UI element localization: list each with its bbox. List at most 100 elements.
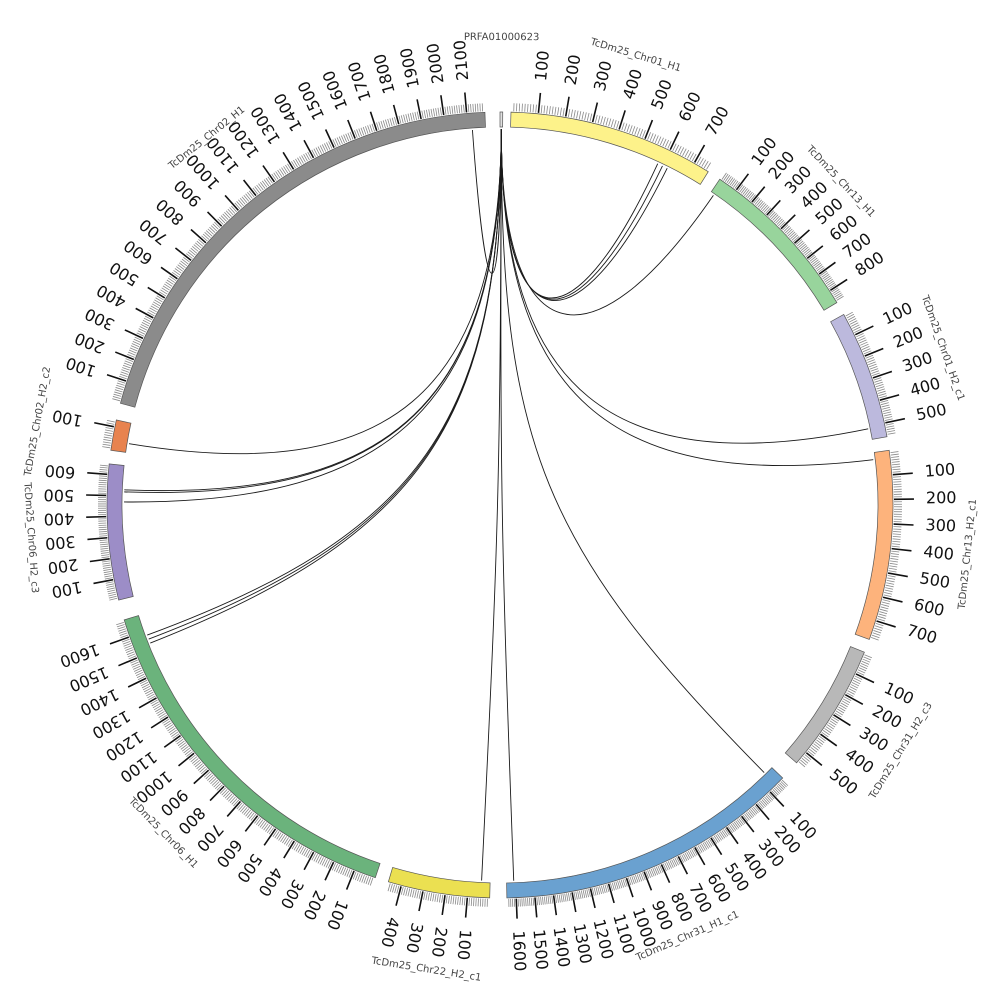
tick-label-chr02_h1-2000: 2000 bbox=[423, 42, 448, 85]
major-tick-chr02_h1-1900 bbox=[416, 99, 422, 120]
major-tick-chr01_h1-400 bbox=[618, 110, 626, 130]
tick-label-chr13_h2_c1-700: 700 bbox=[905, 620, 940, 647]
minor-ticks-chr22_h2_c1 bbox=[387, 883, 488, 907]
major-tick-chr13_h1-300 bbox=[766, 199, 781, 216]
tick-label-chr01_h1-400: 400 bbox=[619, 67, 646, 102]
major-tick-chr31_h1_c1-600 bbox=[694, 847, 706, 866]
major-tick-chr06_h1-300 bbox=[303, 851, 315, 871]
segment-chr31_h1_c1 bbox=[506, 767, 784, 899]
major-tick-chr06_h2_c3-100 bbox=[93, 578, 114, 585]
minor-ticks-chr31_h2_c3 bbox=[798, 654, 872, 768]
minor-ticks-chr01_h1 bbox=[513, 103, 711, 170]
major-tick-chr31_h2_c3-300 bbox=[833, 714, 851, 727]
tick-label-chr01_h2_c1-100: 100 bbox=[880, 298, 916, 328]
major-tick-chr31_h1_c1-200 bbox=[755, 803, 770, 821]
major-tick-chr06_h1-1600 bbox=[109, 636, 130, 645]
tick-label-chr06_h2_c3-600: 600 bbox=[44, 461, 76, 482]
major-tick-chr13_h2_c1-400 bbox=[891, 547, 912, 552]
tick-label-chr22_h2_c1-300: 300 bbox=[402, 921, 427, 955]
major-tick-chr02_h1-500 bbox=[147, 286, 166, 299]
tick-label-chr01_h1-700: 700 bbox=[701, 103, 733, 139]
link-10 bbox=[148, 129, 502, 640]
major-tick-chr06_h1-400 bbox=[283, 840, 295, 859]
tick-label-chr06_h2_c3-200: 200 bbox=[47, 555, 80, 578]
tick-label-chr22_h2_c1-400: 400 bbox=[377, 915, 403, 949]
major-tick-chr31_h1_c1-100 bbox=[769, 791, 785, 807]
major-tick-chr13_h1-100 bbox=[735, 173, 750, 191]
ideogram-layer bbox=[106, 111, 894, 899]
tick-label-chr02_h1-1900: 1900 bbox=[396, 46, 423, 90]
major-tick-chr06_h2_c3-200 bbox=[89, 557, 110, 563]
major-tick-chr02_h1-1400 bbox=[303, 139, 315, 159]
major-tick-chr01_h2_c1-100 bbox=[854, 325, 874, 336]
tick-label-chr01_h2_c1-200: 200 bbox=[890, 323, 925, 352]
major-tick-chr02_h1-1800 bbox=[392, 104, 400, 125]
minor-ticks-chr13_h2_c1 bbox=[870, 451, 903, 641]
segment-chr02_h2_c2 bbox=[110, 419, 132, 453]
major-tick-chr02_h1-900 bbox=[206, 211, 223, 227]
major-tick-chr01_h2_c1-200 bbox=[864, 347, 884, 357]
major-tick-chr31_h1_c1-400 bbox=[725, 826, 739, 845]
major-tick-chr31_h2_c3-500 bbox=[805, 752, 823, 766]
major-tick-chr31_h1_c1-300 bbox=[740, 815, 755, 833]
minor-ticks-chr06_h2_c3 bbox=[98, 464, 118, 601]
major-tick-chr02_h1-1000 bbox=[224, 194, 239, 211]
major-tick-chr02_h1-1500 bbox=[324, 129, 335, 148]
major-tick-chr13_h1-700 bbox=[818, 261, 836, 275]
major-tick-chr22_h2_c1-300 bbox=[418, 891, 424, 912]
major-tick-chr06_h2_c3-300 bbox=[87, 536, 108, 541]
major-tick-chr22_h2_c1-100 bbox=[464, 897, 469, 918]
major-tick-chr22_h2_c1-200 bbox=[441, 895, 446, 916]
link-5 bbox=[500, 129, 874, 466]
tick-label-chr13_h2_c1-200: 200 bbox=[926, 488, 957, 507]
tick-label-chr31_h1_c1-1400: 1400 bbox=[550, 926, 574, 969]
tick-label-chr01_h2_c1-400: 400 bbox=[908, 373, 943, 399]
tick-label-chr13_h2_c1-600: 600 bbox=[912, 595, 946, 621]
link-8 bbox=[481, 129, 502, 881]
major-tick-chr02_h1-400 bbox=[135, 307, 154, 319]
major-tick-chr31_h2_c3-200 bbox=[844, 694, 864, 706]
major-tick-chr06_h1-900 bbox=[193, 769, 210, 785]
major-tick-chr06_h2_c3-400 bbox=[86, 515, 107, 519]
major-tick-chr02_h2_c2-100 bbox=[94, 421, 115, 428]
major-tick-chr06_h1-600 bbox=[244, 815, 259, 832]
link-9 bbox=[150, 129, 502, 644]
major-tick-chr13_h1-500 bbox=[793, 229, 810, 244]
major-tick-chr02_h1-1700 bbox=[369, 111, 378, 132]
tick-label-chr31_h2_c3-100: 100 bbox=[881, 678, 917, 708]
tick-label-chr01_h2_c1-300: 300 bbox=[900, 348, 935, 376]
tick-label-chr02_h1-100: 100 bbox=[63, 353, 98, 381]
major-tick-chr13_h2_c1-300 bbox=[893, 523, 914, 526]
segment-chr01_h2_c1 bbox=[830, 313, 888, 440]
link-11 bbox=[147, 129, 502, 636]
tick-label-chr06_h1-100: 100 bbox=[323, 898, 352, 933]
major-tick-chr02_h1-600 bbox=[160, 266, 178, 280]
major-tick-chr06_h1-1300 bbox=[138, 697, 157, 709]
major-tick-chr06_h1-800 bbox=[209, 785, 225, 802]
tick-label-chr02_h1-1800: 1800 bbox=[370, 52, 399, 96]
tick-label-chr02_h1-2100: 2100 bbox=[450, 39, 472, 81]
major-tick-chr06_h1-700 bbox=[226, 800, 242, 817]
tick-label-chr13_h2_c1-100: 100 bbox=[924, 459, 956, 480]
major-tick-chr06_h1-1000 bbox=[178, 752, 195, 767]
minor-ticks-chr01_h2_c1 bbox=[845, 311, 896, 435]
major-tick-chr02_h1-300 bbox=[124, 329, 144, 340]
major-tick-chr02_h1-700 bbox=[174, 247, 192, 262]
major-tick-chr06_h1-500 bbox=[263, 828, 277, 846]
major-tick-chr01_h1-100 bbox=[537, 92, 542, 113]
major-tick-chr31_h1_c1-1200 bbox=[589, 888, 596, 909]
segment-chr01_h1 bbox=[510, 111, 709, 185]
major-tick-chr02_h1-1100 bbox=[242, 179, 257, 197]
segment-label-chr02_h2_c2: TcDm25_Chr02_H2_c2 bbox=[23, 366, 54, 478]
major-tick-chr31_h1_c1-1600 bbox=[515, 898, 518, 919]
tick-label-chr06_h2_c3-300: 300 bbox=[44, 532, 76, 553]
link-14 bbox=[124, 129, 502, 492]
major-tick-chr31_h2_c3-100 bbox=[855, 673, 875, 684]
major-tick-chr02_h1-1300 bbox=[282, 151, 295, 170]
segment-label-chr13_h2_c1: TcDm25_Chr13_H2_c1 bbox=[957, 498, 980, 611]
minor-ticks-chr02_h1 bbox=[112, 103, 483, 402]
major-tick-chr01_h1-600 bbox=[669, 131, 680, 151]
segment-chr02_h1 bbox=[119, 111, 486, 408]
major-tick-chr13_h2_c1-100 bbox=[892, 472, 913, 476]
major-tick-chr02_h1-2100 bbox=[464, 92, 468, 113]
